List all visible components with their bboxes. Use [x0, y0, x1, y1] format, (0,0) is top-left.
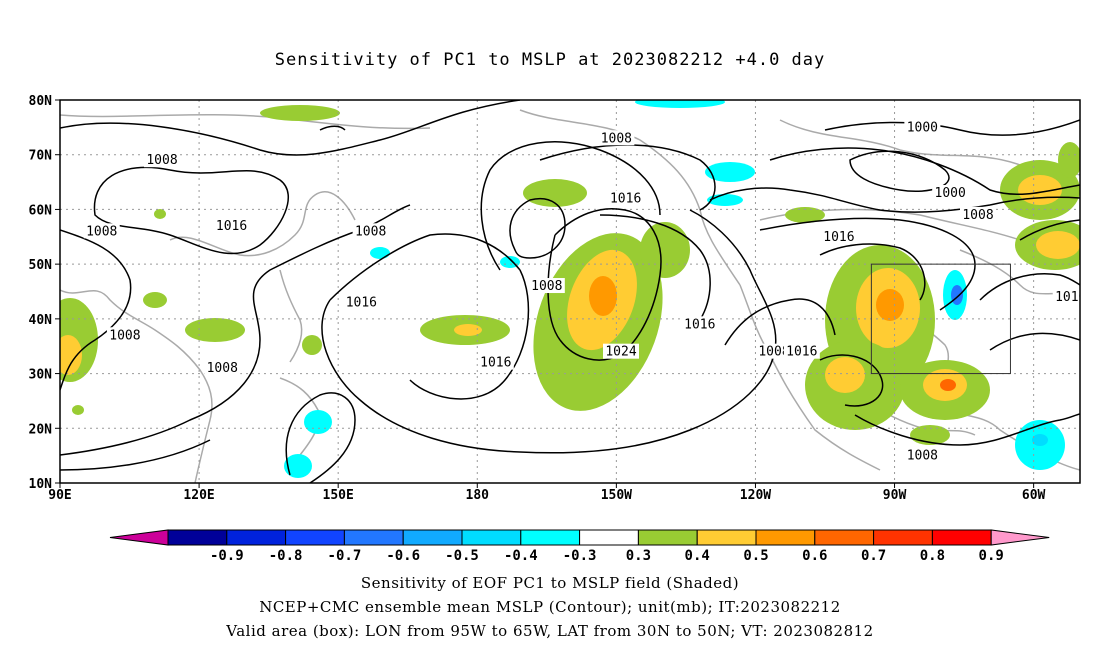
- contour-label: 1008: [207, 361, 238, 376]
- lon-label: 90W: [883, 488, 907, 500]
- lat-label: 50N: [29, 258, 53, 273]
- contour-label: 1008: [531, 279, 562, 294]
- colorbar-swatch: [580, 530, 639, 545]
- colorbar-label: 0.6: [802, 548, 827, 564]
- contour-label: 1008: [601, 131, 632, 146]
- shaded-sensitivity: [42, 96, 1095, 478]
- lat-label: 20N: [29, 422, 53, 437]
- colorbar-label: 0.8: [920, 548, 945, 564]
- contour-label: 1000: [935, 186, 966, 201]
- colorbar-label: 0.7: [861, 548, 886, 564]
- colorbar-swatch: [227, 530, 286, 545]
- lon-label: 180: [466, 488, 490, 500]
- lat-label: 80N: [29, 94, 53, 109]
- colorbar-label: -0.5: [445, 548, 479, 564]
- colorbar-swatch: [697, 530, 756, 545]
- contour-label: 1016: [480, 356, 511, 371]
- colorbar-swatch: [462, 530, 521, 545]
- caption-line-3: Valid area (box): LON from 95W to 65W, L…: [0, 622, 1100, 640]
- colorbar-swatch: [168, 530, 227, 545]
- colorbar-label: 0.9: [979, 548, 1004, 564]
- longitude-labels: 90E 120E 150E 180 150W 120W 90W 60W: [48, 488, 1045, 500]
- colorbar-label: -0.3: [563, 548, 597, 564]
- latitude-labels: 80N 70N 60N 50N 40N 30N 20N 10N: [29, 94, 53, 492]
- lat-label: 30N: [29, 368, 53, 383]
- colorbar-label: -0.4: [504, 548, 538, 564]
- sensitivity-map: 1008 1008 1016 1008 1016 1008 1008 1008 1016 1008…: [0, 0, 1100, 500]
- lat-label: 60N: [29, 203, 53, 218]
- lon-label: 150W: [601, 488, 632, 500]
- lat-label: 70N: [29, 149, 53, 164]
- contour-label: 1008: [146, 153, 177, 168]
- colorbar-swatch: [932, 530, 991, 545]
- caption-line-1: Sensitivity of EOF PC1 to MSLP field (Sh…: [0, 574, 1100, 592]
- colorbar-label: 0.5: [743, 548, 768, 564]
- contour-label: 1016: [216, 219, 247, 234]
- colorbar-low-extend: [110, 530, 168, 545]
- colorbar-swatch: [286, 530, 345, 545]
- contour-label: 1008: [355, 224, 386, 239]
- colorbar-label: -0.9: [210, 548, 244, 564]
- colorbar-swatch: [403, 530, 462, 545]
- colorbar-label: -0.8: [269, 548, 303, 564]
- contour-label: 1016: [823, 230, 854, 245]
- contour-label: 1008: [109, 328, 140, 343]
- contour-label: 1016: [346, 295, 377, 310]
- contour-label: 1016: [786, 345, 817, 360]
- colorbar-swatch: [521, 530, 580, 545]
- colorbar-label: -0.6: [386, 548, 420, 564]
- colorbar-swatch: [638, 530, 697, 545]
- contour-label: 1016: [684, 317, 715, 332]
- lon-label: 120W: [740, 488, 771, 500]
- colorbar-label: 0.4: [685, 548, 710, 564]
- contour-label: 1016: [1055, 290, 1086, 305]
- caption-line-2: NCEP+CMC ensemble mean MSLP (Contour); u…: [0, 598, 1100, 616]
- contour-label: 1008: [86, 224, 117, 239]
- colorbar-swatch: [756, 530, 815, 545]
- contour-label: 1024: [605, 345, 636, 360]
- contour-label: 1000: [907, 120, 938, 135]
- colorbar-swatch: [874, 530, 933, 545]
- colorbar-label: 0.3: [626, 548, 651, 564]
- lat-label: 40N: [29, 313, 53, 328]
- lon-label: 150E: [323, 488, 354, 500]
- contour-label: 1008: [907, 449, 938, 464]
- colorbar-swatch: [344, 530, 403, 545]
- contour-label: 1016: [610, 191, 641, 206]
- lon-label: 90E: [48, 488, 71, 500]
- lon-label: 120E: [183, 488, 214, 500]
- lon-label: 60W: [1022, 488, 1046, 500]
- contour-label: 1008: [962, 208, 993, 223]
- colorbar-swatch: [815, 530, 874, 545]
- colorbar-high-extend: [991, 530, 1049, 545]
- colorbar-label: -0.7: [328, 548, 362, 564]
